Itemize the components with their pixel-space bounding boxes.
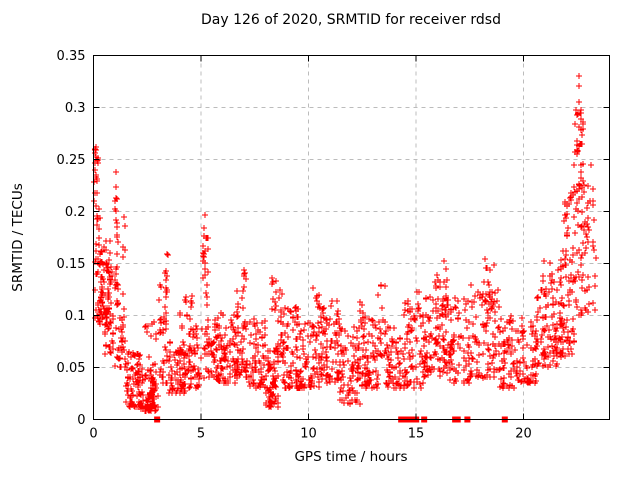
y-tick-label: 0.2 bbox=[65, 205, 86, 220]
y-tick-label: 0.15 bbox=[57, 257, 86, 272]
x-tick-label: 20 bbox=[515, 427, 532, 442]
x-axis-label: GPS time / hours bbox=[294, 449, 407, 465]
tick-marks bbox=[93, 55, 610, 420]
plot-frame-and-ticks bbox=[93, 55, 610, 420]
y-axis-label: SRMTID / TECUs bbox=[10, 183, 26, 291]
x-tick-label: 0 bbox=[89, 427, 97, 442]
srmtid-data-points bbox=[91, 73, 599, 414]
scatter-points bbox=[91, 73, 599, 414]
x-tick-label: 15 bbox=[408, 427, 425, 442]
plot-border bbox=[93, 55, 610, 420]
y-tick-label: 0.05 bbox=[57, 361, 86, 376]
x-tick-label: 5 bbox=[197, 427, 205, 442]
tick-labels: 0 5 10 15 20 0 0.05 0.1 0.15 0.2 0.25 0.3 0.35 bbox=[57, 49, 532, 442]
y-tick-label: 0.35 bbox=[57, 49, 86, 64]
x-tick-label: 10 bbox=[300, 427, 317, 442]
y-tick-label: 0.1 bbox=[65, 309, 86, 324]
chart-title: Day 126 of 2020, SRMTID for receiver rds… bbox=[201, 12, 501, 28]
y-tick-label: 0 bbox=[77, 413, 85, 428]
y-tick-label: 0.25 bbox=[57, 153, 86, 168]
y-tick-label: 0.3 bbox=[65, 101, 86, 116]
